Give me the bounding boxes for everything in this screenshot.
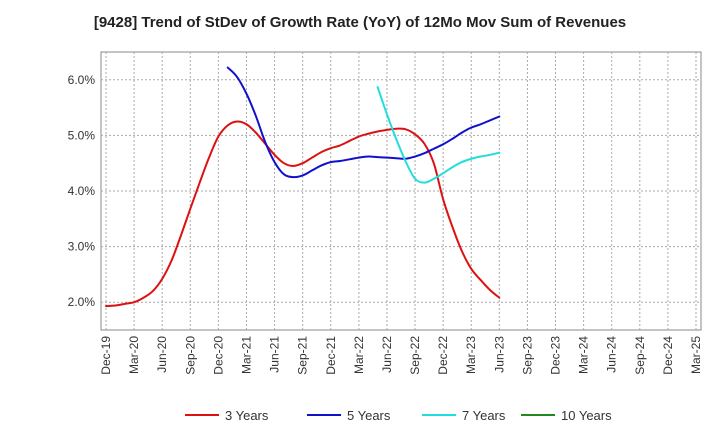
x-tick-label: Sep-24 [633,336,647,375]
y-tick-label: 6.0% [68,73,96,87]
x-tick-label: Jun-22 [380,336,394,373]
series-line-5-years [226,66,501,179]
legend-label-10-years: 10 Years [561,408,612,423]
x-tick-label: Sep-22 [408,336,422,375]
x-tick-label: Dec-20 [211,336,225,375]
x-tick-label: Mar-22 [352,336,366,374]
x-tick-label: Jun-24 [605,336,619,373]
x-tick-label: Dec-24 [661,336,675,375]
y-tick-label: 2.0% [68,295,96,309]
legend: 3 Years 5 Years 7 Years 10 Years [185,408,612,423]
x-tick-label: Sep-21 [296,336,310,375]
x-tick-label: Dec-22 [436,336,450,375]
x-tick-label: Mar-25 [689,336,703,374]
x-tick-label: Sep-20 [183,336,197,375]
x-tick-label: Dec-23 [549,336,563,375]
y-tick-label: 5.0% [68,128,96,142]
x-tick-label: Mar-20 [127,336,141,374]
series-line-3-years [105,120,501,308]
x-tick-label: Mar-24 [577,336,591,374]
x-tick-label: Mar-23 [464,336,478,374]
grid-layer [101,52,701,330]
chart-title: [9428] Trend of StDev of Growth Rate (Yo… [93,14,627,31]
y-tick-label: 3.0% [68,240,96,254]
x-tick-label: Mar-21 [239,336,253,374]
legend-label-5-years: 5 Years [347,408,391,423]
x-tick-label: Jun-23 [492,336,506,373]
legend-label-3-years: 3 Years [225,408,269,423]
x-tick-label: Jun-21 [268,336,282,373]
x-axis: Dec-19 Mar-20 Jun-20 Sep-20 Dec-20 Mar-21 Jun-… [99,336,703,375]
x-tick-label: Sep-23 [520,336,534,375]
legend-label-7-years: 7 Years [462,408,506,423]
y-axis: 2.0% 3.0% 4.0% 5.0% 6.0% [68,73,96,309]
x-tick-label: Jun-20 [155,336,169,373]
series-line-7-years [376,86,501,184]
x-tick-label: Dec-19 [99,336,113,375]
series-layer [105,66,501,308]
y-tick-label: 4.0% [68,184,96,198]
x-tick-label: Dec-21 [324,336,338,375]
